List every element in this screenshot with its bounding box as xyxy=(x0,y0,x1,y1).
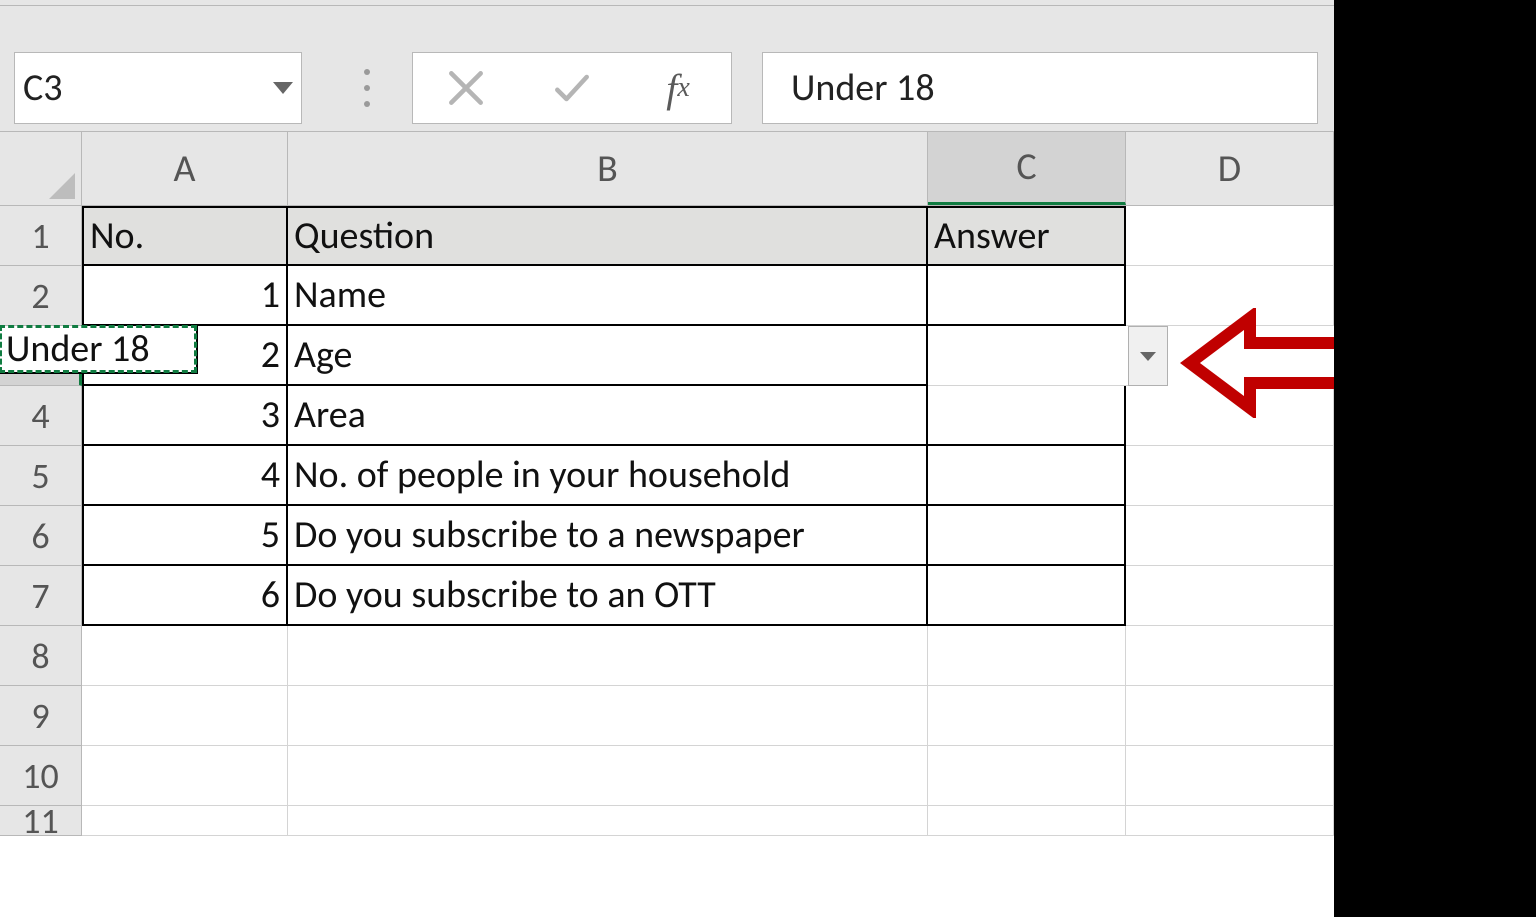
data-validation-dropdown-icon[interactable] xyxy=(1128,326,1168,386)
cell-C8[interactable] xyxy=(928,626,1126,686)
row-header-10[interactable]: 10 xyxy=(0,746,82,806)
cell-B1[interactable]: Question xyxy=(288,206,928,266)
cell-D8[interactable] xyxy=(1126,626,1334,686)
cell-C6[interactable] xyxy=(928,506,1126,566)
grid-row: 1 No. Question Answer xyxy=(0,206,1334,266)
cell-B9[interactable] xyxy=(288,686,928,746)
row-header-2[interactable]: 2 xyxy=(0,266,82,326)
cell-C7[interactable] xyxy=(928,566,1126,626)
cell-C10[interactable] xyxy=(928,746,1126,806)
cell-A9[interactable] xyxy=(82,686,288,746)
cell-D11[interactable] xyxy=(1126,806,1334,836)
cell-D1[interactable] xyxy=(1126,206,1334,266)
grid-row: 8 xyxy=(0,626,1334,686)
grid-row: 4 3 Area xyxy=(0,386,1334,446)
cell-A4[interactable]: 3 xyxy=(82,386,288,446)
row-header-4[interactable]: 4 xyxy=(0,386,82,446)
cell-D9[interactable] xyxy=(1126,686,1334,746)
name-box[interactable]: C3 xyxy=(14,52,302,124)
cell-A6[interactable]: 5 xyxy=(82,506,288,566)
column-header-B[interactable]: B xyxy=(288,132,928,205)
grid-row: 5 4 No. of people in your household xyxy=(0,446,1334,506)
cell-B2[interactable]: Name xyxy=(288,266,928,326)
cell-A5[interactable]: 4 xyxy=(82,446,288,506)
cell-C1[interactable]: Answer xyxy=(928,206,1126,266)
grid-row: 10 xyxy=(0,746,1334,806)
grid-row: 7 6 Do you subscribe to an OTT xyxy=(0,566,1334,626)
column-header-D[interactable]: D xyxy=(1126,132,1334,205)
cell-B5[interactable]: No. of people in your household xyxy=(288,446,928,506)
cell-B7[interactable]: Do you subscribe to an OTT xyxy=(288,566,928,626)
row-header-5[interactable]: 5 xyxy=(0,446,82,506)
spreadsheet-grid: 1 No. Question Answer 2 1 Name 3 2 Age U… xyxy=(0,206,1334,836)
formula-buttons: fx xyxy=(412,52,732,124)
row-header-8[interactable]: 8 xyxy=(0,626,82,686)
cell-D7[interactable] xyxy=(1126,566,1334,626)
cell-A10[interactable] xyxy=(82,746,288,806)
enter-check-icon[interactable] xyxy=(532,53,612,123)
grid-row: 2 1 Name xyxy=(0,266,1334,326)
fx-insert-function-button[interactable]: fx xyxy=(638,53,718,123)
chevron-down-icon[interactable] xyxy=(273,82,293,94)
cell-C5[interactable] xyxy=(928,446,1126,506)
cell-C11[interactable] xyxy=(928,806,1126,836)
select-all-corner[interactable] xyxy=(0,132,82,205)
drag-handle-dots[interactable] xyxy=(352,52,382,124)
cell-B10[interactable] xyxy=(288,746,928,806)
cell-C3-selected[interactable]: Under 18 xyxy=(0,326,198,374)
row-header-9[interactable]: 9 xyxy=(0,686,82,746)
cell-A1[interactable]: No. xyxy=(82,206,288,266)
cell-D2[interactable] xyxy=(1126,266,1334,326)
cell-D6[interactable] xyxy=(1126,506,1334,566)
crop-black-band xyxy=(1334,0,1536,917)
cell-A11[interactable] xyxy=(82,806,288,836)
cell-A8[interactable] xyxy=(82,626,288,686)
column-headers: A B C D xyxy=(0,132,1334,206)
formula-bar[interactable]: Under 18 xyxy=(762,52,1318,124)
cell-D5[interactable] xyxy=(1126,446,1334,506)
column-header-C[interactable]: C xyxy=(928,132,1126,205)
cell-B11[interactable] xyxy=(288,806,928,836)
row-header-7[interactable]: 7 xyxy=(0,566,82,626)
row-header-11[interactable]: 11 xyxy=(0,806,82,836)
cell-B6[interactable]: Do you subscribe to a newspaper xyxy=(288,506,928,566)
grid-row: 9 xyxy=(0,686,1334,746)
formula-bar-area: C3 fx Under 18 xyxy=(0,6,1334,132)
name-box-value: C3 xyxy=(23,65,63,111)
formula-bar-value: Under 18 xyxy=(791,65,935,111)
row-header-1[interactable]: 1 xyxy=(0,206,82,266)
cell-B4[interactable]: Area xyxy=(288,386,928,446)
cell-D3[interactable] xyxy=(928,326,1136,386)
cell-A7[interactable]: 6 xyxy=(82,566,288,626)
cell-A2[interactable]: 1 xyxy=(82,266,288,326)
cell-D4[interactable] xyxy=(1126,386,1334,446)
cell-D10[interactable] xyxy=(1126,746,1334,806)
cell-C2[interactable] xyxy=(928,266,1126,326)
cancel-x-icon[interactable] xyxy=(426,53,506,123)
cell-B8[interactable] xyxy=(288,626,928,686)
row-header-6[interactable]: 6 xyxy=(0,506,82,566)
cell-B3[interactable]: Age xyxy=(288,326,928,386)
grid-row: 6 5 Do you subscribe to a newspaper xyxy=(0,506,1334,566)
cell-C4[interactable] xyxy=(928,386,1126,446)
column-header-A[interactable]: A xyxy=(82,132,288,205)
cell-C9[interactable] xyxy=(928,686,1126,746)
grid-row: 11 xyxy=(0,806,1334,836)
